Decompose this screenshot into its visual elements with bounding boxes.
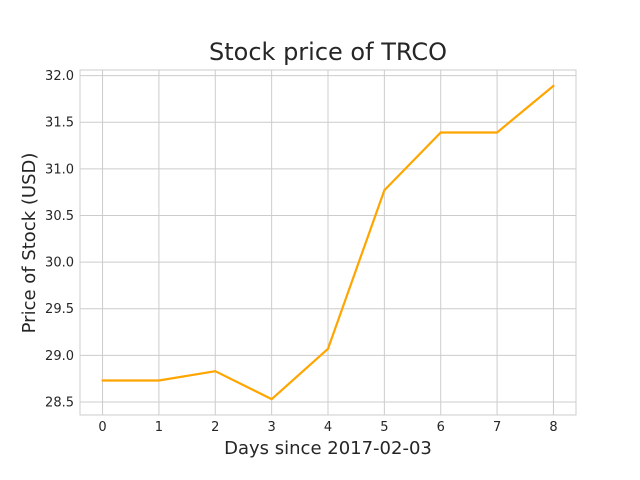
data-point <box>214 370 217 373</box>
data-point <box>552 84 555 87</box>
x-tick-label: 2 <box>211 420 219 435</box>
data-point <box>495 131 499 134</box>
x-tick-label: 3 <box>267 420 275 435</box>
x-tick-label: 6 <box>437 420 445 435</box>
x-tick-labels: 0 1 2 3 4 5 6 7 8 <box>98 420 557 435</box>
series-group <box>101 84 555 401</box>
y-tick-label: 31.5 <box>45 116 74 131</box>
chart-title: Stock price of TRCO <box>209 38 447 66</box>
data-point <box>326 347 330 350</box>
y-tick-label: 29.5 <box>45 302 74 317</box>
data-point <box>270 398 273 401</box>
data-point <box>101 379 104 382</box>
y-tick-label: 32.0 <box>45 69 74 84</box>
y-tick-label: 30.0 <box>45 256 74 271</box>
y-tick-label: 30.5 <box>45 209 74 224</box>
y-tick-label: 31.0 <box>45 162 74 177</box>
x-tick-label: 1 <box>155 420 163 435</box>
plot-frame <box>79 69 577 416</box>
data-point <box>439 131 442 134</box>
y-tick-labels: 28.5 29.0 29.5 30.0 30.5 31.0 31.5 32.0 <box>45 69 74 410</box>
x-tick-label: 4 <box>324 420 332 435</box>
y-tick-label: 28.5 <box>45 395 74 410</box>
data-point <box>157 379 161 382</box>
x-tick-label: 8 <box>549 420 557 435</box>
x-tick-label: 5 <box>380 420 388 435</box>
x-tick-label: 7 <box>493 420 501 435</box>
x-tick-label: 0 <box>98 420 106 435</box>
x-axis-label: Days since 2017-02-03 <box>224 438 432 459</box>
grid <box>80 70 576 415</box>
data-point <box>383 189 386 192</box>
y-tick-label: 29.0 <box>45 349 74 364</box>
y-axis-label: Price of Stock (USD) <box>19 153 40 334</box>
